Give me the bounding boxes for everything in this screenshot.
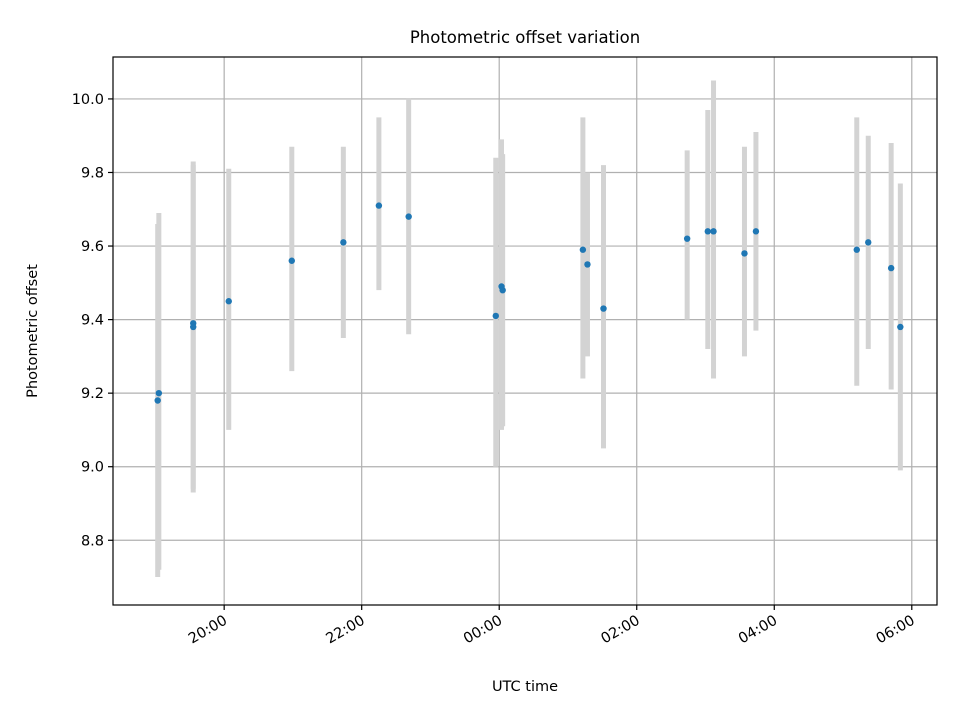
data-point bbox=[897, 323, 904, 331]
data-point bbox=[853, 246, 860, 253]
data-point bbox=[579, 246, 587, 253]
data-point bbox=[492, 312, 499, 320]
y-tick-label: 8.8 bbox=[81, 533, 104, 549]
chart-title: Photometric offset variation bbox=[410, 28, 640, 47]
data-point bbox=[154, 397, 161, 404]
y-tick-label: 9.2 bbox=[81, 386, 104, 402]
data-point bbox=[155, 389, 163, 397]
data-point bbox=[887, 264, 895, 272]
data-point bbox=[600, 305, 607, 312]
grid-lines bbox=[113, 57, 937, 605]
x-axis-label: UTC time bbox=[492, 679, 558, 695]
data-point bbox=[752, 228, 760, 235]
data-points bbox=[154, 202, 904, 404]
data-point bbox=[710, 228, 717, 235]
data-point bbox=[865, 239, 872, 246]
data-point bbox=[499, 286, 506, 294]
data-point bbox=[741, 250, 748, 257]
y-tick-label: 9.6 bbox=[81, 239, 104, 255]
y-tick-label: 9.0 bbox=[81, 460, 104, 476]
data-point bbox=[584, 261, 591, 268]
y-axis-ticks: 8.8 9.0 9.2 9.4 9.6 9.8 10.0 bbox=[72, 92, 113, 549]
y-tick-label: 10.0 bbox=[72, 92, 104, 108]
data-point bbox=[288, 257, 295, 264]
y-axis-label: Photometric offset bbox=[25, 264, 41, 398]
data-point bbox=[225, 298, 232, 305]
y-tick-label: 9.8 bbox=[81, 165, 104, 181]
data-point bbox=[340, 239, 347, 246]
plot-area-frame bbox=[112, 56, 938, 606]
data-point bbox=[704, 228, 711, 235]
y-tick-label: 9.4 bbox=[81, 313, 104, 329]
data-point bbox=[683, 235, 691, 242]
data-point bbox=[375, 202, 383, 209]
data-point bbox=[190, 323, 197, 331]
data-point bbox=[405, 213, 412, 220]
